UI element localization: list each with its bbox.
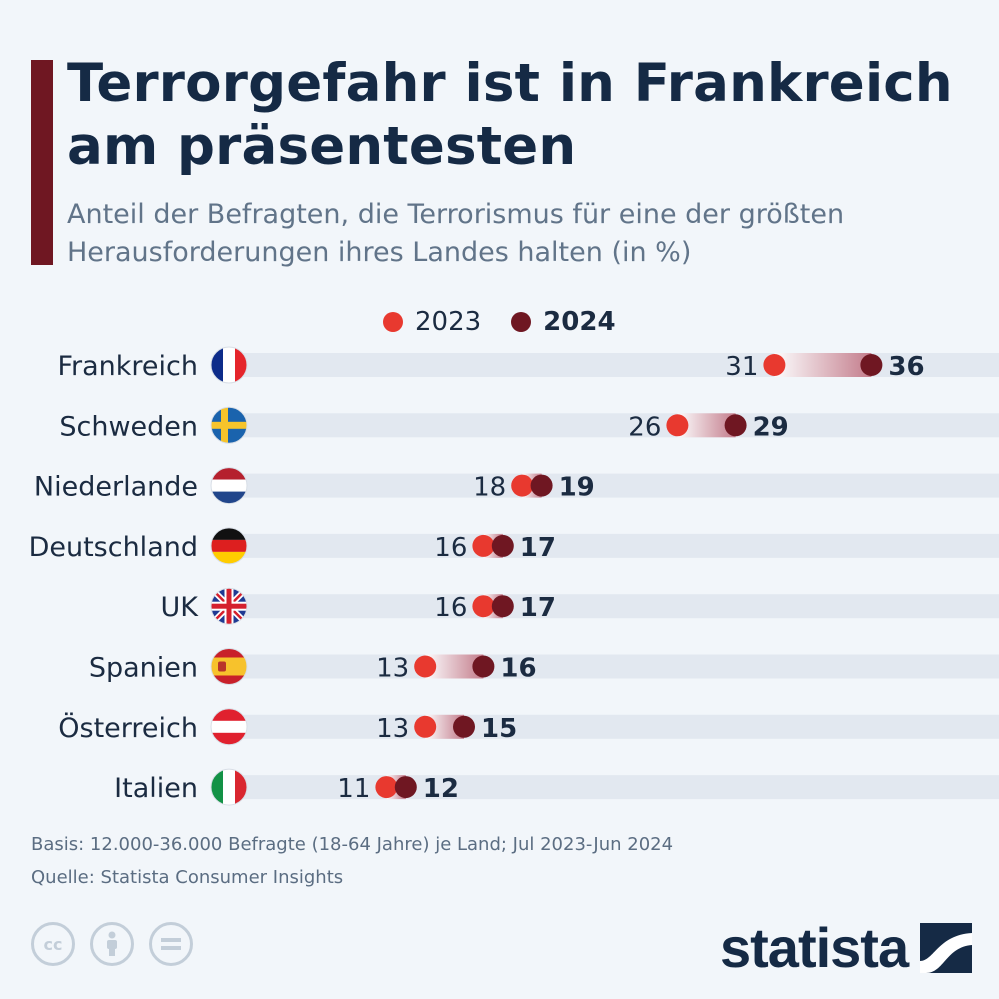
value-label-2024: 17 — [520, 593, 556, 623]
flag-spain-icon — [210, 648, 248, 685]
change-connector — [774, 353, 872, 377]
value-label-2023: 13 — [376, 714, 409, 744]
flag-outline — [210, 768, 248, 806]
point-2023 — [472, 595, 495, 618]
flag-outline — [210, 708, 248, 746]
flag-italy-icon — [210, 768, 248, 806]
legend-label-2024: 2024 — [543, 307, 616, 337]
row-schweden: Schweden 26 29 — [59, 406, 999, 444]
track-bar — [230, 654, 999, 679]
value-label-2023: 31 — [725, 352, 758, 382]
point-2023 — [763, 354, 786, 376]
chart-subtitle: Anteil der Befragten, die Terrorismus fü… — [67, 199, 845, 268]
track-bar — [230, 473, 999, 498]
flag-outline — [210, 406, 248, 444]
no-derivatives-icon[interactable] — [149, 922, 193, 966]
legend-item-2023: 2023 — [383, 307, 481, 337]
flag-outline — [210, 467, 248, 505]
value-label-2023: 13 — [376, 654, 409, 684]
legend-dot-2024 — [511, 312, 532, 332]
legend-dot-2023 — [383, 312, 403, 332]
value-label-2024: 36 — [888, 352, 924, 382]
value-label-2024: 17 — [520, 533, 556, 563]
value-label-2024: 19 — [559, 473, 595, 503]
flag-outline — [210, 346, 248, 384]
point-2023 — [375, 776, 398, 799]
statista-logo-icon — [920, 922, 973, 973]
row-spanien: Spanien 13 16 — [89, 648, 999, 685]
point-2023 — [414, 715, 437, 738]
flag-sweden-icon — [210, 406, 248, 444]
category-label: Frankreich — [57, 351, 198, 382]
point-2024 — [394, 776, 417, 799]
category-label: Niederlande — [34, 472, 198, 503]
row-niederlande: Niederlande 18 19 — [34, 467, 999, 505]
track-bar — [230, 413, 999, 438]
category-label: Schweden — [59, 411, 198, 442]
flag-austria-icon — [210, 708, 248, 746]
category-label: Österreich — [58, 712, 198, 744]
row-italien: Italien 11 12 — [114, 768, 999, 806]
track-bar — [230, 533, 999, 558]
chart-title: Terrorgefahr ist in Frankreich am präsen… — [67, 53, 953, 177]
footnote-source: Quelle: Statista Consumer Insights — [31, 867, 344, 888]
point-2024 — [724, 414, 747, 437]
row-uk: UK 16 17 — [161, 587, 999, 625]
flag-outline — [210, 527, 248, 565]
license-icons: cc — [31, 922, 208, 966]
statista-logo[interactable]: statista — [720, 915, 973, 980]
title-accent-bar — [31, 60, 53, 265]
value-label-2023: 18 — [473, 473, 506, 503]
category-label: UK — [161, 592, 200, 623]
point-2023 — [511, 474, 534, 497]
track-bar — [230, 775, 999, 800]
category-label: Spanien — [89, 653, 198, 684]
value-label-2023: 26 — [628, 412, 661, 442]
track-bar — [230, 353, 999, 377]
value-label-2024: 12 — [423, 774, 459, 804]
category-label: Deutschland — [29, 532, 198, 563]
point-2024 — [472, 655, 495, 678]
value-label-2024: 16 — [500, 654, 536, 684]
point-2024 — [530, 474, 553, 497]
legend-label-2023: 2023 — [415, 307, 482, 337]
flag-germany-icon — [210, 527, 248, 565]
point-2023 — [666, 414, 689, 437]
legend-item-2024: 2024 — [511, 307, 616, 337]
attribution-icon[interactable] — [90, 922, 134, 966]
flag-outline — [210, 648, 248, 685]
flag-uk-icon — [210, 587, 248, 625]
point-2024 — [860, 354, 883, 376]
statista-wordmark: statista — [720, 916, 909, 979]
value-label-2024: 15 — [481, 714, 517, 744]
point-2023 — [472, 534, 495, 557]
flag-netherlands-icon — [210, 467, 248, 505]
row-deutschland: Deutschland 16 17 — [29, 527, 999, 565]
point-2024 — [491, 595, 514, 618]
row-frankreich: Frankreich 31 36 — [57, 346, 999, 384]
track-bar — [230, 714, 999, 739]
point-2024 — [491, 534, 514, 557]
flag-outline — [210, 587, 248, 625]
track-bar — [230, 594, 999, 619]
cc-icon[interactable]: cc — [31, 922, 75, 966]
point-2023 — [414, 655, 437, 678]
legend: 2023 2024 — [383, 305, 646, 339]
category-label: Italien — [114, 773, 198, 804]
flag-france-icon — [210, 346, 248, 384]
value-label-2023: 16 — [434, 533, 467, 563]
footnote-basis: Basis: 12.000-36.000 Befragte (18-64 Jah… — [31, 834, 674, 855]
value-label-2023: 16 — [434, 593, 467, 623]
value-label-2024: 29 — [753, 412, 789, 442]
row-österreich: Österreich 13 15 — [58, 708, 999, 746]
point-2024 — [453, 715, 475, 738]
value-label-2023: 11 — [337, 774, 370, 804]
